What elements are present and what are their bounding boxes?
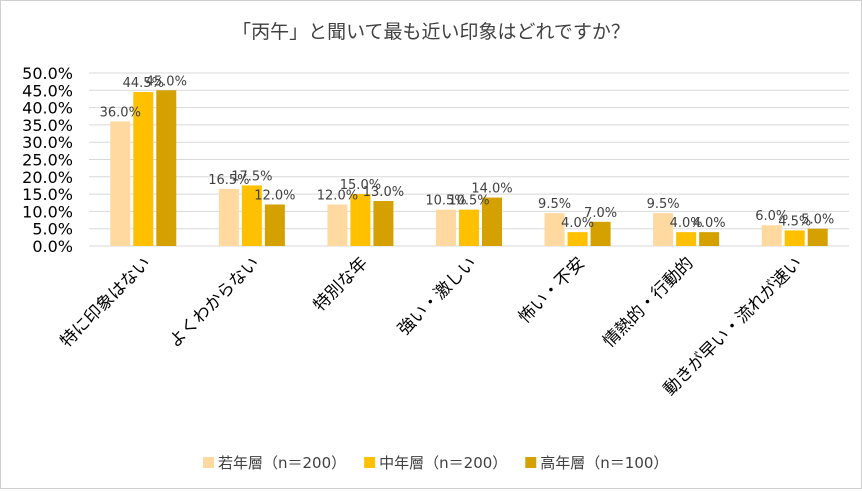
legend-swatch [364,457,376,468]
data-label: 17.5% [231,169,272,184]
category-label: 特に印象はない [57,253,155,351]
data-label: 9.5% [647,197,680,212]
data-label: 45.0% [146,74,187,89]
bar [482,197,502,246]
bar [350,194,371,246]
category-label: よくわからない [165,253,263,351]
legend-label: 若年層（n＝200） [218,454,346,472]
bar [218,188,239,246]
data-label: 9.5% [538,197,571,212]
legend: 若年層（n＝200） 中年層（n＝200） 高年層（n＝100） [203,454,668,472]
y-tick-label: 50.0% [22,64,73,83]
legend-label: 高年層（n＝100） [540,454,668,472]
legend-swatch [203,457,214,468]
bar [373,201,394,246]
bar [264,204,285,246]
bar [699,232,720,246]
bar [156,90,177,246]
y-tick-label: 10.0% [22,202,73,221]
data-label: 7.0% [584,206,617,221]
bar [590,221,611,246]
bar [676,232,697,246]
data-label: 14.0% [471,182,512,197]
data-label: 12.0% [317,188,358,203]
category-label: 情熱的・行動的 [599,253,697,351]
bar [459,209,479,246]
data-label: 15.0% [340,178,381,193]
bars [110,90,828,246]
legend-swatch [525,457,537,468]
data-label: 16.5% [208,173,249,188]
bar [761,225,782,246]
data-label: 5.0% [801,213,834,228]
y-tick-label: 20.0% [22,168,73,187]
data-label: 13.0% [363,185,404,200]
data-label: 36.0% [100,105,141,120]
data-label: 4.0% [561,216,594,231]
y-tick-label: 0.0% [32,237,73,256]
data-label: 10.5% [448,194,489,209]
y-tick-label: 15.0% [22,185,73,204]
gridlines [89,72,849,247]
y-tick-label: 45.0% [22,81,73,100]
category-label: 特別な年 [310,253,372,315]
y-tick-label: 5.0% [32,220,73,239]
data-label: 44.5% [123,76,164,91]
data-label: 4.0% [670,216,703,231]
data-label: 10.5% [425,194,466,209]
bar [133,92,154,246]
data-labels: 36.0%44.5%45.0%16.5%17.5%12.0% 12.0%15.0%… [100,74,835,231]
y-tick-label: 35.0% [22,116,73,135]
bar [807,228,828,246]
data-label: 4.5% [778,214,811,229]
y-tick-label: 30.0% [22,133,73,152]
bar [110,121,131,246]
category-label: 強い・激しい [394,253,480,339]
data-label: 6.0% [755,209,788,224]
bar [567,232,588,246]
bar [241,185,262,246]
data-label: 4.0% [693,216,726,231]
category-label: 怖い・不安 [515,253,589,327]
bar [653,213,674,246]
y-tick-label: 40.0% [22,99,73,118]
data-label: 12.0% [254,188,295,203]
legend-label: 中年層（n＝200） [379,454,507,472]
x-axis: 特に印象はない よくわからない 特別な年 強い・激しい 怖い・不安 情熱的・行動的動きが早… [57,253,807,399]
chart-title: 「丙午」と聞いて最も近い印象はどれですか？ [232,21,630,43]
bar [544,213,565,246]
bar [327,204,348,246]
bar [784,230,805,246]
y-axis: 0.0%5.0%10.0%15.0%20.0%25.0%30.0%35.0%40… [22,64,73,256]
bar [436,209,456,246]
y-tick-label: 25.0% [22,151,73,170]
